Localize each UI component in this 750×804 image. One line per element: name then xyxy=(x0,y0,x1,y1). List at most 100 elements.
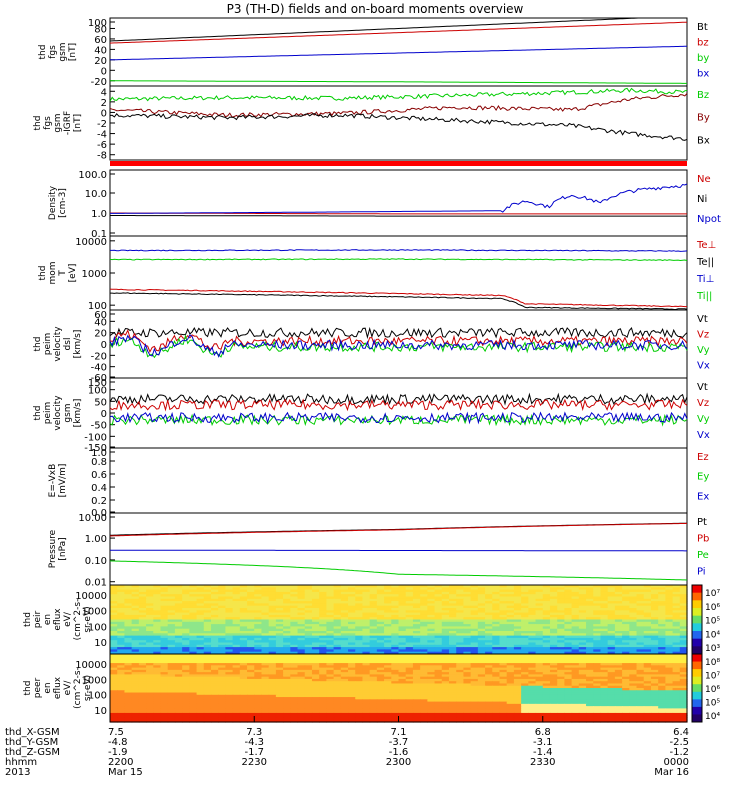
legend-entry: Vt xyxy=(697,382,708,393)
y-tick-label: 100.0 xyxy=(78,170,107,181)
panel-fgs-dB xyxy=(110,86,687,160)
y-tick-label: -4 xyxy=(97,130,107,141)
legend-entry: bx xyxy=(697,69,709,80)
y-axis-label: en xyxy=(43,614,53,625)
y-tick-label: 0.2 xyxy=(91,496,107,507)
legend-entry: Pt xyxy=(697,517,707,528)
y-axis-label: Pressure xyxy=(48,529,58,568)
legend-entry: by xyxy=(697,53,709,64)
y-tick-label: 0.01 xyxy=(85,578,107,589)
y-axis-label: velocity xyxy=(53,326,63,362)
panel-frame xyxy=(110,378,687,448)
y-axis-label: thd xyxy=(33,406,43,421)
y-axis-label: peim xyxy=(43,402,53,425)
legend-entry: Ez xyxy=(697,452,709,463)
legend-entry: Pe xyxy=(697,550,709,561)
colorbar-tick-label: 10⁴ xyxy=(705,630,720,640)
y-axis-label: velocity xyxy=(53,395,63,431)
colorbar-segment xyxy=(692,585,702,593)
legend-entry: Vx xyxy=(697,430,710,441)
panel-peir-en-eflux xyxy=(110,585,702,655)
y-tick-label: -20 xyxy=(91,351,107,362)
legend-entry: Ti⊥ xyxy=(696,274,714,285)
y-axis-label: thd xyxy=(38,266,48,281)
legend-entry: Te⊥ xyxy=(696,240,716,251)
y-axis-label: gsm xyxy=(63,403,73,422)
legend-entry: Bt xyxy=(697,22,708,33)
y-axis-label: fgs xyxy=(43,116,53,130)
panel-peim-velocity-dsl xyxy=(110,310,687,378)
y-axis-label: [nPa] xyxy=(58,537,68,560)
colorbar-segment xyxy=(692,593,702,601)
y-axis-label: mom xyxy=(48,261,58,284)
y-axis-label: sr-eV) xyxy=(83,606,93,632)
panel-pressure xyxy=(110,513,687,585)
y-tick-label: 0 xyxy=(101,409,107,420)
y-axis-label: T xyxy=(58,270,68,277)
y-tick-label: -6 xyxy=(97,140,107,151)
y-tick-label: 0.8 xyxy=(91,457,107,468)
y-tick-label: 0.4 xyxy=(91,483,107,494)
y-axis-label: [nT] xyxy=(68,43,78,61)
y-axis-label: -IGRF xyxy=(63,111,73,135)
y-tick-label: 80 xyxy=(94,24,107,35)
legend-entry: Vz xyxy=(697,398,709,409)
legend-entry: Ne xyxy=(697,174,711,185)
colorbar-segment xyxy=(692,600,702,608)
y-axis-label: gsm xyxy=(53,113,63,132)
y-tick-label: 1.0 xyxy=(91,209,107,220)
colorbar-segment xyxy=(692,623,702,631)
y-tick-label: 4 xyxy=(101,87,107,98)
colorbar-tick-label: 10⁵ xyxy=(705,617,720,627)
y-tick-label: 20 xyxy=(94,329,107,340)
series-line-Pi xyxy=(110,550,687,551)
y-tick-label: 10000 xyxy=(75,237,107,248)
panel-peim-velocity-gsm xyxy=(110,378,687,448)
y-axis-label: eV/ xyxy=(63,611,73,627)
panel-frame xyxy=(110,86,687,160)
y-axis-label: fgs xyxy=(48,45,58,59)
y-tick-label: -20 xyxy=(91,77,107,88)
colorbar-segment xyxy=(692,608,702,616)
colorbar-segment xyxy=(692,616,702,624)
legend-entry: Pb xyxy=(697,534,709,545)
legend-entry: Ni xyxy=(697,194,707,205)
legend-entry: bz xyxy=(697,38,709,49)
y-axis-label: peir xyxy=(33,610,43,628)
panel-temperature xyxy=(110,236,687,310)
y-axis-label: [nT] xyxy=(73,114,83,132)
colorbar-tick-label: 10³ xyxy=(705,644,720,654)
legend-entry: Vy xyxy=(697,414,710,425)
y-tick-label: 1.00 xyxy=(85,534,107,545)
y-axis-label: dsl xyxy=(63,338,73,351)
y-tick-label: -2 xyxy=(97,119,107,130)
legend-entry: Vt xyxy=(697,314,708,325)
y-tick-label: 40 xyxy=(94,317,107,328)
y-tick-label: -8 xyxy=(97,151,107,162)
y-tick-label: 10 xyxy=(94,638,107,649)
colorbar-segment xyxy=(692,631,702,639)
legend-entry: Vx xyxy=(697,361,710,372)
y-tick-label: 0 xyxy=(101,108,107,119)
y-tick-label: 10.0 xyxy=(85,189,107,200)
y-axis-label: [mV/m] xyxy=(58,464,68,498)
legend-entry: Ey xyxy=(697,472,709,483)
colorbar-segment xyxy=(692,646,702,654)
y-axis-label: Density xyxy=(48,185,58,220)
y-tick-label: 60 xyxy=(94,35,107,46)
y-axis-label: peim xyxy=(43,333,53,356)
y-tick-label: 0 xyxy=(101,66,107,77)
y-tick-label: 40 xyxy=(94,45,107,56)
legend-entry: Vy xyxy=(697,345,710,356)
colorbar-segment xyxy=(692,639,702,647)
y-tick-label: 2 xyxy=(101,98,107,109)
y-axis-label: eflux xyxy=(53,608,63,631)
legend-entry: Te|| xyxy=(696,257,714,268)
panel-fgs xyxy=(110,18,687,86)
y-tick-label: 0.6 xyxy=(91,470,107,481)
y-tick-label: -50 xyxy=(91,421,107,432)
y-axis-label: E=-VxB xyxy=(48,464,58,498)
legend-entry: Npot xyxy=(697,214,721,225)
